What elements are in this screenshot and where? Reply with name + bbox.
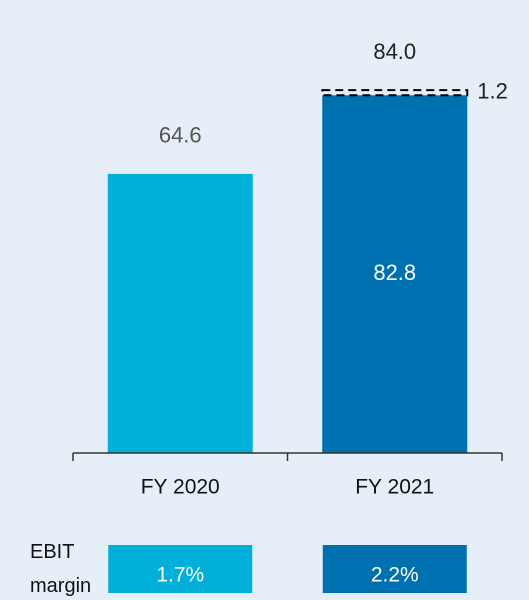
value-label: 82.8 bbox=[373, 260, 416, 285]
bar bbox=[107, 173, 253, 454]
bar bbox=[322, 95, 468, 453]
increment-label: 1.2 bbox=[477, 79, 508, 104]
increment-box bbox=[321, 89, 469, 97]
margin-value: 2.2% bbox=[371, 564, 419, 587]
value-label: 64.6 bbox=[159, 123, 202, 148]
x-tick-label: FY 2020 bbox=[141, 476, 220, 499]
x-tick-label: FY 2021 bbox=[355, 476, 434, 499]
margin-box bbox=[108, 545, 253, 593]
margin-value: 1.7% bbox=[156, 564, 204, 587]
margin-title: EBIT margin bbox=[30, 541, 91, 597]
margin-box bbox=[322, 545, 467, 593]
total-label: 84.0 bbox=[373, 39, 416, 64]
